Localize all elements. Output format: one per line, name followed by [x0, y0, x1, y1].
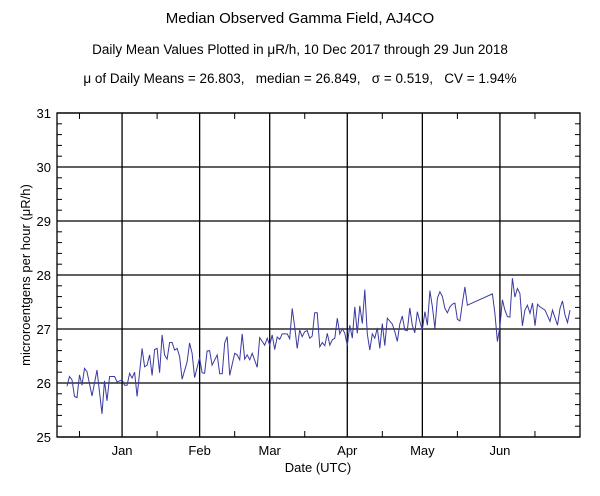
plot-frame: [56, 112, 581, 438]
series-line-daily-mean: [66, 278, 571, 414]
grid-lines: [57, 112, 580, 438]
chart-title: Median Observed Gamma Field, AJ4CO: [165, 10, 435, 27]
tick-labels: 25 26 27 28 29 30 31 Jan Feb Mar Apr May Jun: [37, 106, 511, 458]
x-tick-label: Jan: [112, 443, 133, 458]
chart-stats-line: μ of Daily Means = 26.803, median = 26.8…: [83, 71, 517, 86]
y-tick-label: 26: [37, 376, 51, 391]
x-tick-label: Mar: [259, 443, 282, 458]
y-tick-label: 30: [37, 160, 51, 175]
y-axis-label: microroentgens per hour (μR/h): [18, 184, 33, 366]
y-tick-label: 29: [37, 214, 51, 229]
y-tick-label: 27: [37, 322, 51, 337]
chart-subtitle: Daily Mean Values Plotted in μR/h, 10 De…: [92, 42, 508, 57]
x-tick-label: Apr: [337, 443, 358, 458]
y-tick-label: 31: [37, 106, 51, 121]
y-tick-label: 25: [37, 430, 51, 445]
x-tick-label: Jun: [489, 443, 510, 458]
x-tick-label: May: [410, 443, 435, 458]
x-axis-label: Date (UTC): [285, 460, 351, 475]
y-tick-label: 28: [37, 268, 51, 283]
x-tick-label: Feb: [188, 443, 210, 458]
